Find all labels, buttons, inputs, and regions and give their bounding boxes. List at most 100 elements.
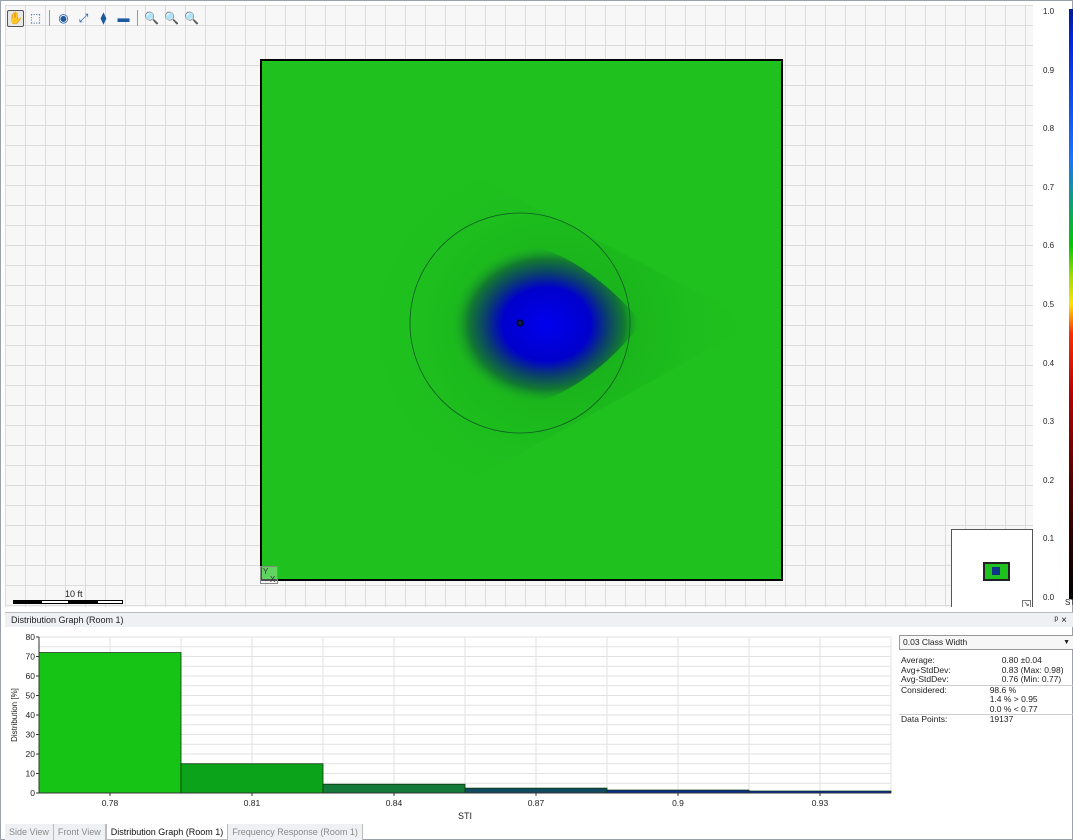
color-scale-tick: 0.6 [1043, 241, 1055, 251]
microphone-icon[interactable]: ⧫ [100, 11, 107, 25]
stat-value: 0.0 % < 0.77 [955, 704, 1073, 715]
y-tick-label: 20 [26, 749, 36, 759]
stat-label: Considered: [901, 684, 947, 695]
axis-y-label: Y [263, 567, 269, 576]
surface-icon[interactable]: ▬ [117, 11, 130, 25]
color-scale-tick: 0.7 [1043, 182, 1055, 192]
color-scale-tick: 0.0 [1043, 593, 1055, 602]
tab-front-view[interactable]: Front View [53, 824, 106, 840]
pin-icon[interactable]: ᵖ [1054, 615, 1062, 626]
stat-value: 0.83 (Max: 0.98) [1001, 664, 1064, 675]
stat-label [899, 704, 956, 715]
x-tick-label: 0.87 [528, 798, 545, 808]
toolbar-separator [49, 10, 50, 26]
chevron-down-icon[interactable]: ▼ [1063, 639, 1070, 646]
distribution-graph: 0 10 20 30 40 50 60 70 80 0.78 0.81 0.84 0.87 0.9 0.93… [5, 627, 895, 823]
panel-header: Distribution Graph (Room 1) ᵖ× [5, 612, 1073, 627]
class-width-value: 0.03 Class Width [903, 637, 968, 647]
y-axis-label: Distribution [%] [10, 688, 19, 742]
view-tabs: Side View Front View Distribution Graph (R… [5, 824, 363, 840]
stat-label: Avg+StdDev: [901, 664, 951, 675]
color-scale-tick: 0.8 [1043, 124, 1055, 134]
toolbar-separator [137, 10, 138, 26]
distribution-bar [38, 652, 182, 794]
color-scale-tick: 0.2 [1043, 475, 1055, 485]
x-axis-label: STI [458, 811, 472, 821]
y-tick-label: 10 [26, 769, 36, 779]
scale-segment [13, 600, 41, 604]
stat-row: Considered: 98.6 % [899, 685, 1073, 695]
y-tick-label: 40 [26, 710, 36, 720]
x-tick-label: 0.78 [102, 798, 119, 808]
y-tick-label: 60 [26, 671, 36, 681]
distribution-chart: 0 10 20 30 40 50 60 70 80 0.78 0.81 0.84 0.87 0.9 0.93… [10, 632, 892, 821]
room-coverage-map[interactable] [260, 59, 783, 581]
stat-value: 1.4 % > 0.95 [989, 694, 1038, 704]
scale-label: 10 ft [65, 589, 83, 599]
color-scale-unit: ST [1065, 598, 1073, 607]
axis-indicator: Y X [260, 566, 278, 584]
x-tick-label: 0.81 [244, 798, 261, 808]
x-tick-label: 0.84 [386, 798, 403, 808]
map-toolbar: ✋ ⬚ ◉ ⤢ ⧫ ▬ 🔍 🔍 🔍 [7, 7, 200, 29]
tab-frequency-response-room-1[interactable]: Frequency Response (Room 1) [228, 824, 363, 840]
stat-value: 19137 [989, 714, 1014, 724]
y-tick-label: 30 [26, 730, 36, 740]
plan-view[interactable]: ✋ ⬚ ◉ ⤢ ⧫ ▬ 🔍 🔍 🔍 [5, 5, 1033, 607]
zoom-in-icon[interactable]: 🔍 [144, 11, 159, 25]
axis-x-label: X [270, 575, 276, 584]
color-scale-tick: 0.5 [1043, 300, 1055, 309]
sti-heatmap [357, 141, 757, 516]
distribution-bar [180, 763, 324, 794]
zoom-fit-icon[interactable]: 🔍 [184, 11, 199, 25]
color-scale-tick: 0.1 [1043, 534, 1055, 544]
color-scale-ticks: 1.0 0.9 0.8 0.7 0.6 0.5 0.4 0.3 0.2 0.1 0.0 ST [1041, 1, 1073, 607]
stat-row: Average: 0.80 ±0.04 [899, 655, 1073, 666]
scale-segment [41, 600, 69, 604]
color-scale-tick: 0.4 [1043, 358, 1055, 368]
stat-label: Data Points: [901, 714, 948, 724]
color-scale-tick: 0.9 [1043, 65, 1055, 75]
scale-segment [69, 600, 97, 604]
coverage-field [357, 141, 757, 516]
stat-value: 0.76 (Min: 0.77) [955, 674, 1073, 686]
color-scale-tick: 1.0 [1043, 7, 1055, 16]
overview-navigator[interactable]: ↘ [951, 529, 1033, 607]
y-tick-label: 0 [30, 788, 35, 798]
color-scale-bar [1069, 9, 1073, 599]
tab-distribution-graph-room-1[interactable]: Distribution Graph (Room 1) [105, 824, 229, 840]
source-marker[interactable] [516, 319, 524, 327]
source-icon[interactable]: ◉ [58, 11, 69, 25]
measure-icon[interactable]: ⤢ [78, 11, 89, 25]
stat-value: 0.80 ±0.04 [1001, 655, 1042, 665]
tab-side-view[interactable]: Side View [5, 824, 54, 840]
scale-segment [97, 600, 123, 604]
statistics-table: Average: 0.80 ±0.04 Avg+StdDev: 0.83 (Max: … [899, 655, 1073, 725]
statistics-panel: 0.03 Class Width ▼ Average: 0.80 ±0.04 Avg… [899, 635, 1073, 823]
distribution-bar [464, 787, 608, 794]
stat-row: 1.4 % > 0.95 [899, 694, 1073, 705]
distribution-bar [322, 783, 466, 794]
panel-title: Distribution Graph (Room 1) [11, 615, 124, 625]
zoom-out-icon[interactable]: 🔍 [164, 11, 179, 25]
stat-row: Data Points: 19137 [899, 714, 1073, 725]
stat-value: 98.6 % [989, 684, 1017, 695]
close-icon[interactable]: × [1061, 615, 1070, 626]
y-tick-label: 80 [26, 632, 36, 642]
stat-row: Avg-StdDev: 0.76 (Min: 0.77) [899, 674, 1073, 686]
y-tick-label: 70 [26, 652, 36, 662]
overview-room-thumb[interactable] [983, 562, 1010, 581]
stat-label: Avg-StdDev: [899, 674, 956, 686]
x-tick-label: 0.93 [812, 798, 829, 808]
y-tick-label: 50 [26, 691, 36, 701]
scale-bar: 10 ft [13, 589, 123, 605]
stat-label: Average: [901, 655, 935, 665]
select-rectangle-icon[interactable]: ⬚ [29, 11, 42, 25]
resize-icon[interactable]: ↘ [1022, 600, 1031, 607]
stat-label [899, 695, 956, 705]
x-tick-label: 0.9 [672, 798, 684, 808]
color-scale-tick: 0.3 [1043, 417, 1055, 427]
class-width-select[interactable]: 0.03 Class Width ▼ [899, 635, 1073, 650]
pan-hand-icon[interactable]: ✋ [7, 9, 24, 27]
